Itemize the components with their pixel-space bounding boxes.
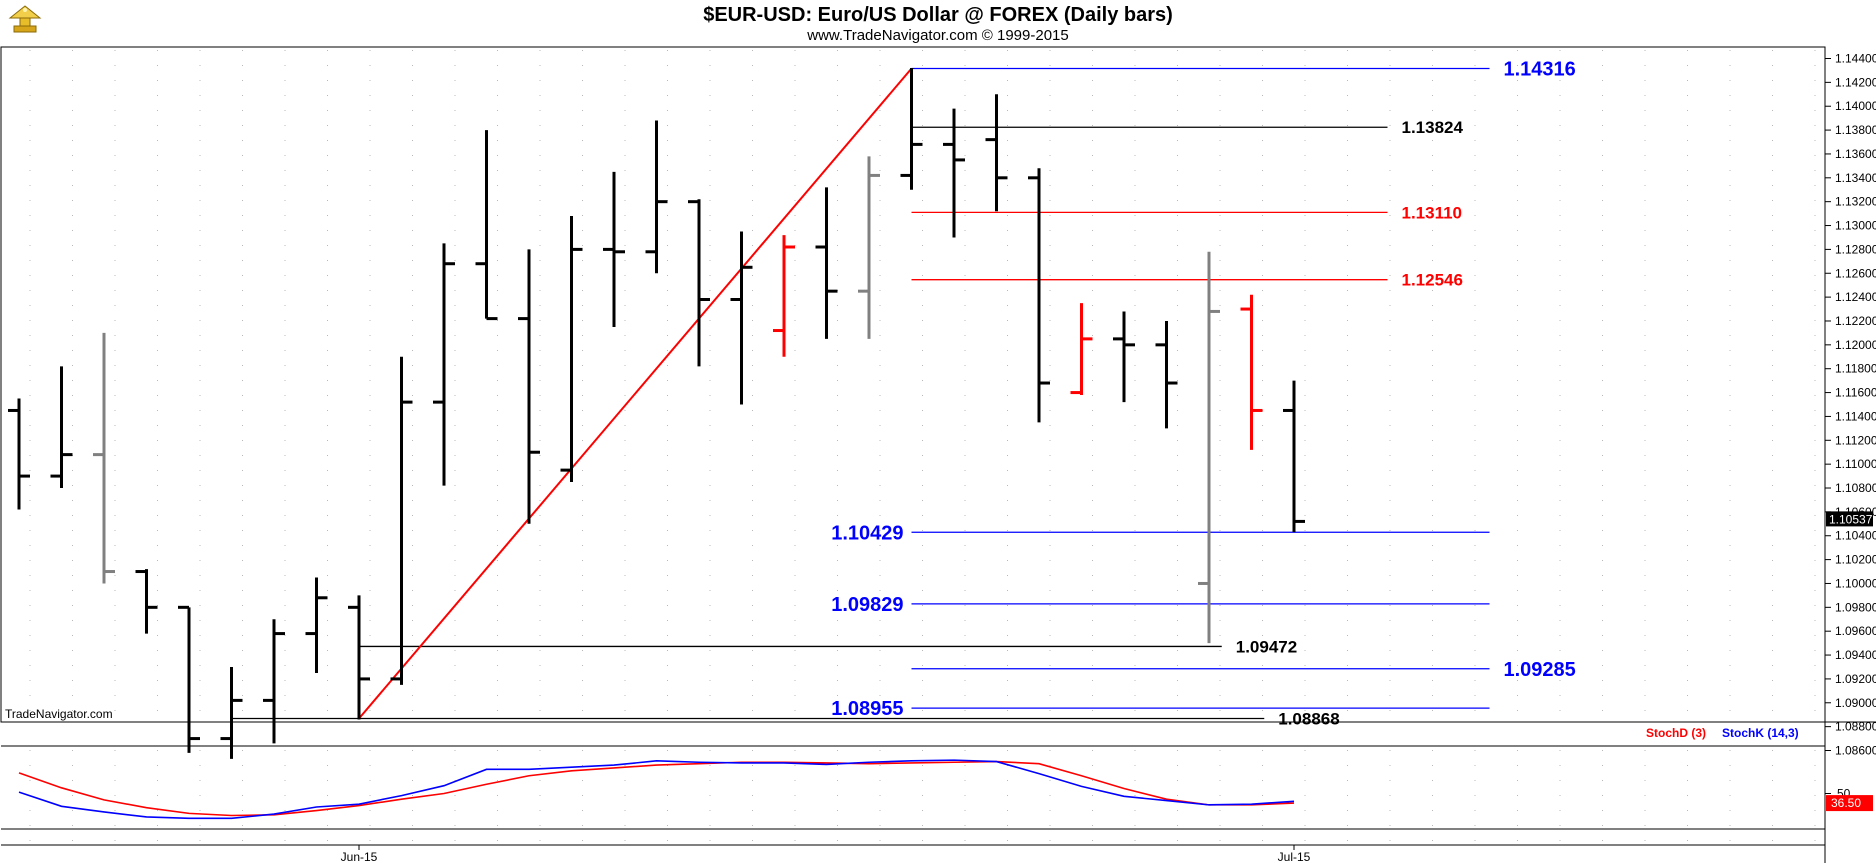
y-tick-label: 1.14000 (1835, 99, 1876, 113)
level-label: 1.08868 (1278, 709, 1339, 728)
y-tick-label: 1.09200 (1835, 672, 1876, 686)
y-tick-label: 1.11000 (1835, 457, 1876, 471)
stochd-line (18, 760, 1295, 817)
legend-stochk: StochK (14,3) (1722, 726, 1799, 740)
ohlc-bar (730, 231, 753, 405)
ohlc-bars (8, 68, 1305, 759)
grid-dots (29, 50, 1816, 843)
y-tick-label: 1.09000 (1835, 696, 1876, 710)
y-tick-label: 1.09600 (1835, 624, 1876, 638)
y-tick-label: 1.13000 (1835, 219, 1876, 233)
ohlc-bar (560, 215, 583, 483)
level-label: 1.12546 (1402, 271, 1463, 290)
ohlc-bar (1113, 311, 1135, 403)
ohlc-bar (263, 619, 285, 744)
ohlc-bar (815, 187, 838, 339)
ohlc-bar (773, 235, 795, 357)
level-label: 1.09285 (1504, 659, 1576, 681)
y-tick-label: 1.11200 (1835, 433, 1876, 447)
x-tick-label: Jun-15 (341, 850, 378, 863)
ohlc-bar (1070, 303, 1093, 395)
level-label: 1.13110 (1402, 203, 1463, 222)
ohlc-bar (943, 108, 965, 238)
legend-stochd: StochD (3) (1646, 726, 1706, 740)
watermark: TradeNavigator.com (5, 707, 113, 721)
time-axis: Jun-15 Jul-15 (341, 845, 1311, 863)
ohlc-bar (220, 666, 243, 759)
last-price-box (1826, 511, 1873, 527)
y-tick-label: 1.12200 (1835, 314, 1876, 328)
ohlc-bar (433, 243, 455, 486)
level-label: 1.13824 (1402, 118, 1464, 137)
y-tick-label: 1.12800 (1835, 242, 1876, 256)
stoch-last-label: 36.50 (1831, 796, 1861, 810)
stoch-last-box (1826, 795, 1873, 812)
x-tick-label: Jul-15 (1278, 850, 1311, 863)
trendline-layer (358, 67, 913, 720)
ohlc-bar (1198, 251, 1220, 644)
level-label: 1.10429 (831, 522, 903, 544)
ohlc-bar (1155, 320, 1178, 429)
y-tick-label: 1.14200 (1835, 75, 1876, 89)
y-tick-label: 1.14400 (1835, 52, 1876, 66)
y-tick-label: 1.09400 (1835, 648, 1876, 662)
last-price-label: 1.10537 (1829, 512, 1873, 526)
level-label: 1.14316 (1504, 59, 1576, 81)
ohlc-bar (475, 130, 498, 321)
ohlc-bar (8, 398, 30, 510)
y-tick-label: 1.12000 (1835, 338, 1876, 352)
ohlc-bar (1028, 168, 1050, 423)
ohlc-bar (603, 171, 625, 327)
price-levels: 1.14316 1.13824 1.13110 1.12546 1.10429 1.098… (231, 59, 1576, 728)
logo (8, 5, 42, 33)
ohlc-bar (900, 68, 923, 190)
y-tick-label: 1.11600 (1835, 386, 1876, 400)
price-axis: 1.14400 1.14200 1.14000 1.13800 1.13600 1.134… (1825, 52, 1876, 758)
stochk-line (18, 759, 1295, 820)
level-label: 1.09829 (831, 594, 903, 616)
ohlc-bar (1283, 380, 1305, 533)
y-tick-label: 1.08600 (1835, 744, 1876, 758)
y-tick-label: 1.10800 (1835, 481, 1876, 495)
ohlc-bar (1240, 294, 1263, 450)
ohlc-bar (645, 120, 668, 274)
y-tick-label: 1.13400 (1835, 171, 1876, 185)
ohlc-bar (135, 569, 158, 634)
ohlc-bar (858, 156, 880, 339)
trendline (358, 67, 913, 720)
y-tick-label: 1.10200 (1835, 553, 1876, 567)
ohlc-bar (93, 332, 115, 584)
ohlc-bar (50, 366, 73, 489)
y-tick-label: 1.11800 (1835, 362, 1876, 376)
y-tick-label: 1.13800 (1835, 123, 1876, 137)
y-tick-label: 1.13200 (1835, 195, 1876, 209)
chart-subtitle: www.TradeNavigator.com © 1999-2015 (806, 27, 1068, 44)
y-tick-label: 1.12400 (1835, 290, 1876, 304)
ohlc-bar (688, 199, 710, 367)
y-tick-label: 1.10000 (1835, 576, 1876, 590)
ohlc-bar (985, 94, 1008, 212)
y-tick-label: 1.11400 (1835, 409, 1876, 423)
ohlc-bar (518, 249, 540, 524)
ohlc-bar (178, 605, 200, 753)
chart-title: $EUR-USD: Euro/US Dollar @ FOREX (Daily … (703, 4, 1173, 26)
y-tick-label: 1.12600 (1835, 266, 1876, 280)
trading-trophy-icon (8, 5, 42, 33)
ohlc-bar (390, 356, 413, 685)
ohlc-bar (305, 577, 328, 673)
y-tick-label: 1.09800 (1835, 600, 1876, 614)
y-tick-label: 1.13600 (1835, 147, 1876, 161)
ohlc-bar (348, 595, 370, 720)
level-label: 1.09472 (1236, 637, 1297, 656)
y-tick-label: 1.08800 (1835, 720, 1876, 734)
level-label: 1.08955 (831, 698, 903, 720)
y-tick-label: 1.10400 (1835, 529, 1876, 543)
